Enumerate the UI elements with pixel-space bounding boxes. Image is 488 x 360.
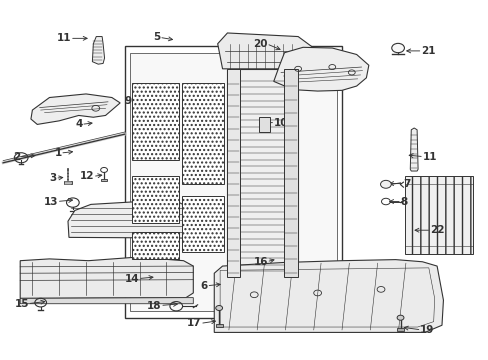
Bar [125, 45, 341, 318]
Text: 3: 3 [49, 173, 57, 183]
Bar [132, 83, 178, 160]
Bar [182, 83, 223, 184]
Polygon shape [20, 298, 193, 304]
Text: 8: 8 [400, 197, 407, 207]
Text: 21: 21 [420, 46, 435, 56]
Text: 18: 18 [147, 301, 161, 311]
Bar [130, 53, 336, 311]
Text: 12: 12 [80, 171, 94, 181]
Text: 6: 6 [200, 281, 207, 291]
Bar [64, 181, 72, 184]
Text: 19: 19 [419, 325, 433, 335]
Text: 11: 11 [57, 33, 71, 43]
Bar [284, 69, 298, 277]
Circle shape [215, 306, 222, 311]
Bar [182, 196, 223, 252]
Bar [259, 117, 269, 132]
Bar [132, 232, 178, 259]
Text: 5: 5 [153, 32, 160, 42]
Polygon shape [217, 277, 307, 298]
Polygon shape [214, 260, 443, 332]
Text: 4: 4 [75, 120, 82, 129]
Text: 9: 9 [124, 96, 131, 106]
Bar [215, 324, 222, 327]
Bar [227, 69, 298, 277]
Text: 10: 10 [273, 118, 287, 128]
Bar [227, 69, 239, 277]
Text: 13: 13 [43, 197, 58, 207]
Text: 2: 2 [13, 152, 20, 162]
Polygon shape [20, 257, 193, 298]
Text: 7: 7 [402, 179, 409, 189]
Text: 15: 15 [15, 299, 29, 309]
Circle shape [380, 180, 390, 188]
Polygon shape [92, 37, 104, 64]
Polygon shape [273, 47, 368, 91]
Bar [396, 328, 403, 331]
Bar [132, 176, 178, 223]
Text: 11: 11 [422, 152, 436, 162]
Text: 14: 14 [125, 274, 140, 284]
Polygon shape [409, 128, 417, 171]
Polygon shape [217, 33, 312, 69]
Polygon shape [31, 94, 120, 125]
Circle shape [391, 43, 404, 53]
Polygon shape [68, 202, 193, 238]
Bar [101, 179, 107, 181]
Polygon shape [405, 176, 472, 253]
Text: 1: 1 [54, 148, 61, 158]
Text: 17: 17 [186, 319, 201, 328]
Text: 16: 16 [253, 257, 267, 267]
Circle shape [396, 315, 403, 320]
Text: 22: 22 [429, 225, 444, 235]
Text: 20: 20 [253, 39, 267, 49]
